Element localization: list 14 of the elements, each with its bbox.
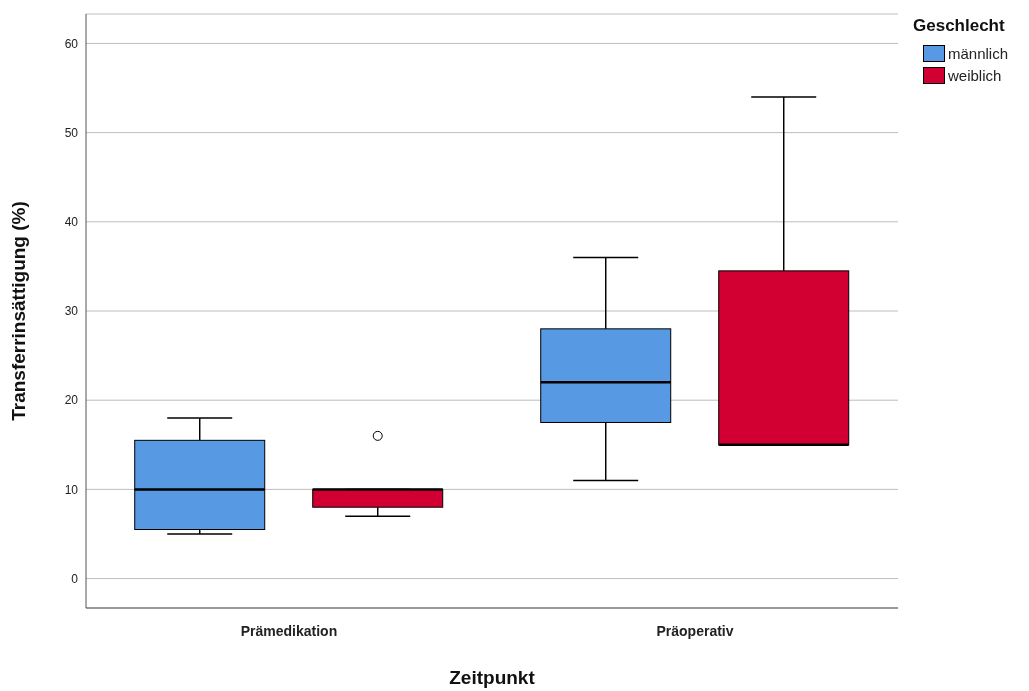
legend-label: weiblich	[948, 66, 1002, 84]
y-tick-label: 60	[64, 36, 79, 51]
y-axis-title: Transferrinsättigung (%)	[7, 201, 29, 421]
x-axis-title: Zeitpunkt	[449, 667, 536, 688]
y-tick-label: 0	[71, 571, 79, 586]
x-tick-label: Präoperativ	[656, 622, 734, 639]
x-tick-label: Prämedikation	[240, 622, 338, 639]
y-tick-label: 30	[64, 304, 79, 319]
legend-title: Geschlecht	[913, 16, 1006, 36]
y-tick-label: 10	[64, 482, 79, 497]
y-tick-label: 40	[64, 215, 79, 230]
legend-label: männlich	[948, 44, 1009, 62]
y-tick-label: 20	[64, 393, 79, 408]
y-tick-label: 50	[64, 125, 79, 140]
